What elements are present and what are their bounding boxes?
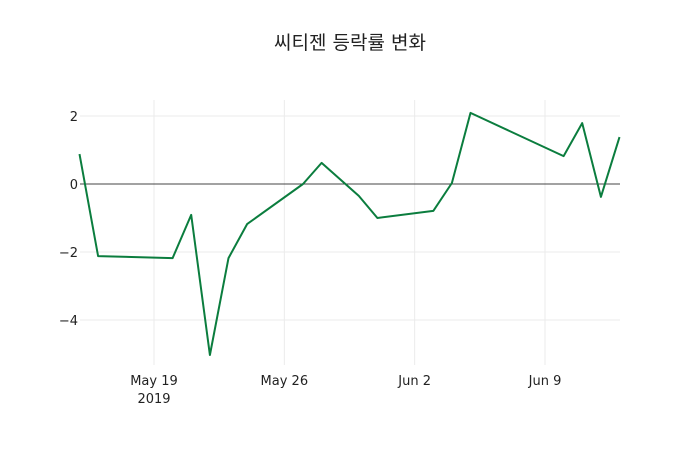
x-tick-year-label: 2019 <box>137 392 170 407</box>
x-tick-label: May 19 <box>130 374 178 389</box>
y-tick-label: 2 <box>70 110 78 125</box>
y-tick-label: 0 <box>70 178 78 193</box>
chart-title: 씨티젠 등락률 변화 <box>274 32 426 54</box>
x-tick-label: Jun 2 <box>397 374 431 389</box>
gridlines <box>80 100 620 365</box>
y-tick-label: −4 <box>59 314 78 329</box>
y-tick-label: −2 <box>59 246 78 261</box>
x-tick-label: Jun 9 <box>528 374 562 389</box>
x-tick-label: May 26 <box>261 374 309 389</box>
x-axis-ticks: May 19 2019 May 26 Jun 2 Jun 9 <box>130 374 561 407</box>
y-axis-ticks: 2 0 −2 −4 <box>59 110 78 329</box>
data-line <box>78 111 621 356</box>
